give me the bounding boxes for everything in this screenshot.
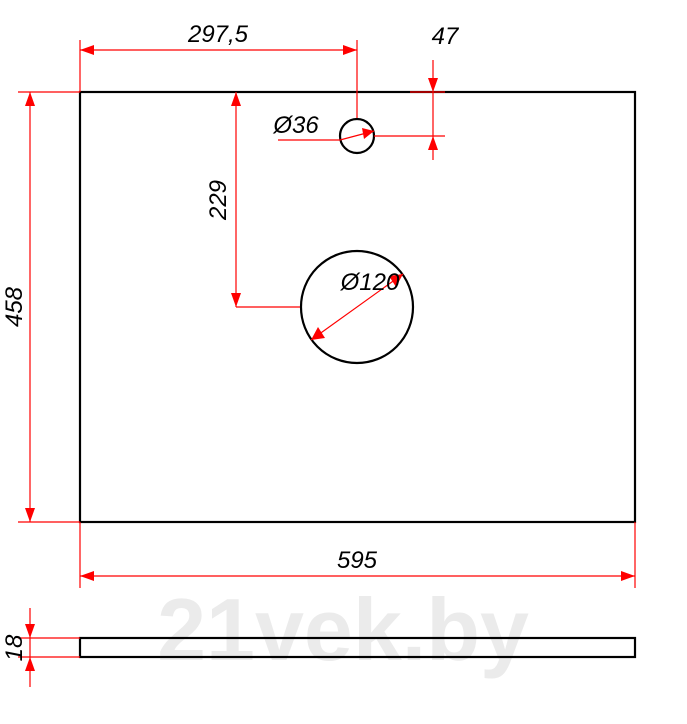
dim-height-left-label: 458 [1, 286, 28, 327]
dim-thickness-label: 18 [1, 634, 28, 661]
dim-width-bottom-label: 595 [337, 547, 378, 574]
dim-thickness: 18 [1, 608, 80, 687]
dim-dia-large: Ø120 [311, 269, 403, 340]
watermark-text: 21vek.by [157, 580, 529, 679]
dim-width-bottom: 595 [80, 522, 635, 588]
dim-dia-small-label: Ø36 [272, 112, 319, 139]
dim-dia-small: Ø36 [272, 112, 374, 140]
dim-vert-inner-label: 229 [205, 180, 232, 221]
dim-width-top-label: 297,5 [187, 21, 249, 48]
dim-offset-right-label: 47 [432, 23, 460, 50]
dim-width-top: 297,5 [80, 21, 357, 118]
dim-dia-large-label: Ø120 [340, 269, 400, 296]
dim-height-left: 458 [1, 92, 80, 522]
technical-drawing: 21vek.by 297,5 47 Ø36 229 [0, 0, 687, 724]
